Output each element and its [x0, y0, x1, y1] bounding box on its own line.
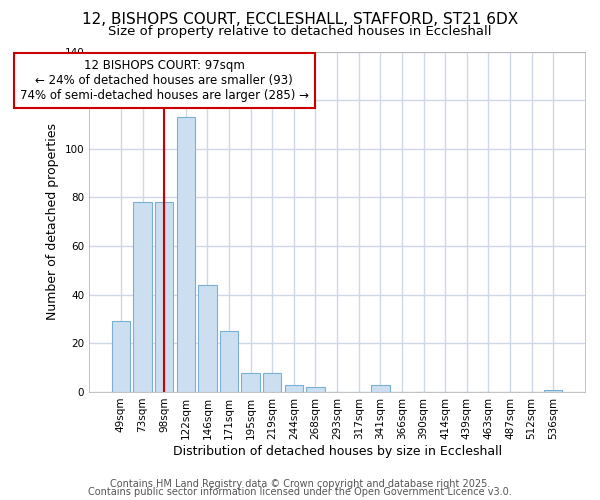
- Bar: [241, 372, 260, 392]
- Y-axis label: Number of detached properties: Number of detached properties: [46, 123, 59, 320]
- Text: Contains HM Land Registry data © Crown copyright and database right 2025.: Contains HM Land Registry data © Crown c…: [110, 479, 490, 489]
- Text: Size of property relative to detached houses in Eccleshall: Size of property relative to detached ho…: [108, 25, 492, 38]
- Text: Contains public sector information licensed under the Open Government Licence v3: Contains public sector information licen…: [88, 487, 512, 497]
- Bar: [198, 285, 217, 392]
- Bar: [544, 390, 562, 392]
- Bar: [284, 384, 303, 392]
- Text: 12 BISHOPS COURT: 97sqm
← 24% of detached houses are smaller (93)
74% of semi-de: 12 BISHOPS COURT: 97sqm ← 24% of detache…: [20, 59, 308, 102]
- Bar: [112, 322, 130, 392]
- X-axis label: Distribution of detached houses by size in Eccleshall: Distribution of detached houses by size …: [173, 444, 502, 458]
- Bar: [306, 387, 325, 392]
- Bar: [155, 202, 173, 392]
- Bar: [176, 117, 195, 392]
- Bar: [133, 202, 152, 392]
- Bar: [371, 384, 389, 392]
- Bar: [220, 331, 238, 392]
- Text: 12, BISHOPS COURT, ECCLESHALL, STAFFORD, ST21 6DX: 12, BISHOPS COURT, ECCLESHALL, STAFFORD,…: [82, 12, 518, 28]
- Bar: [263, 372, 281, 392]
